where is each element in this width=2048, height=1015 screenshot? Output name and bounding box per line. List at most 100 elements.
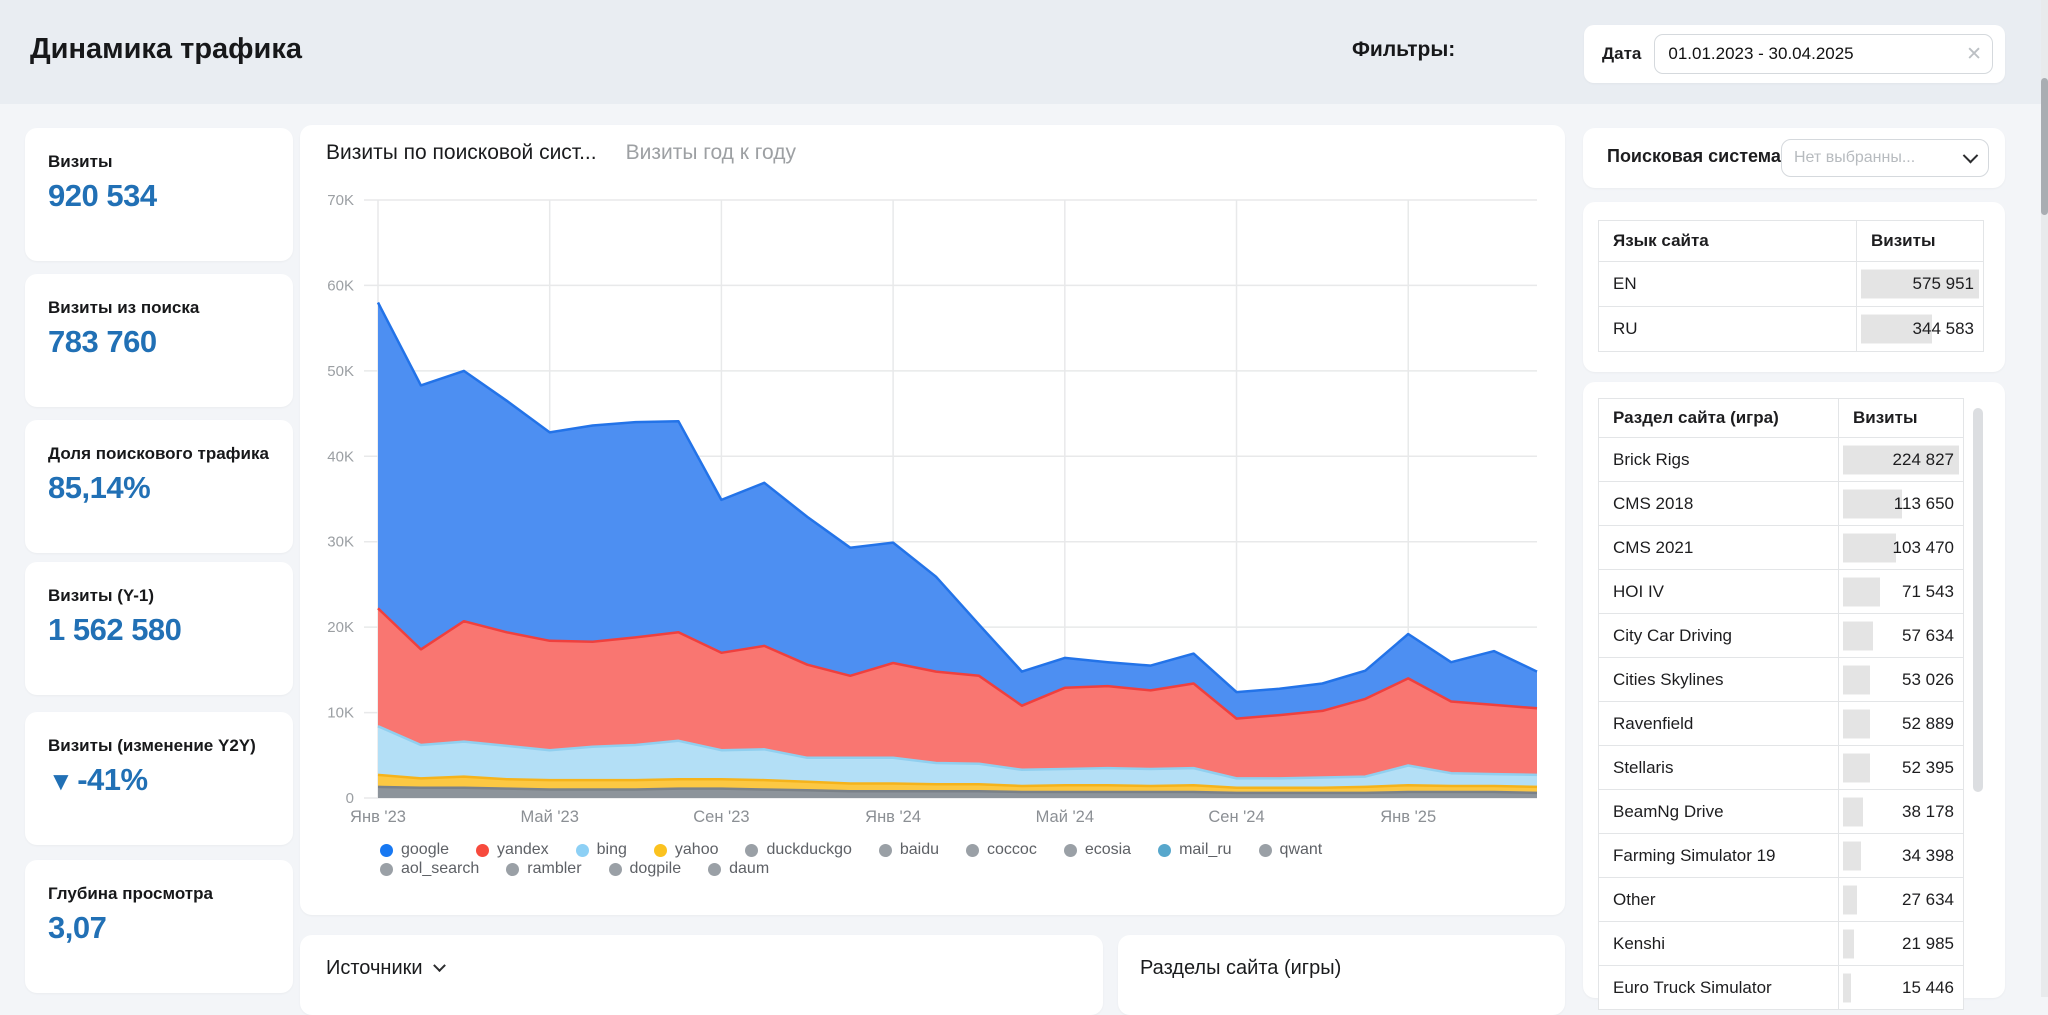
column-header[interactable]: Визиты (1857, 221, 1984, 261)
chevron-down-icon[interactable] (432, 959, 446, 973)
table-row[interactable]: EN 575 951 (1598, 262, 1984, 307)
legend-item-ecosia[interactable]: ecosia (1063, 841, 1131, 859)
row-value: 27 634 (1902, 889, 1954, 909)
games-table-scrollbar[interactable] (1973, 408, 1983, 792)
area-band-google[interactable] (378, 302, 1537, 719)
row-label: Euro Truck Simulator (1598, 966, 1839, 1009)
legend-item-mail_ru[interactable]: mail_ru (1158, 841, 1232, 859)
kpi-label: Визиты (Y-1) (48, 586, 155, 605)
stacked-area-chart[interactable]: 0 10K 20K 30K 40K 50K 60K 70K Янв '23 Май '23 Сен … (300, 170, 1555, 838)
area-line-bing (377, 725, 1538, 780)
search-engine-filter-card: Поисковая система Нет выбранны... (1583, 128, 2005, 188)
area-band-bing[interactable] (378, 726, 1537, 788)
legend-item-aol_search[interactable]: aol_search (380, 860, 479, 878)
value-bar (1861, 269, 1979, 299)
site-sections-card: Разделы сайта (игры) (1118, 935, 1565, 1015)
row-value: 57 634 (1902, 625, 1954, 645)
area-line-google (376, 301, 1538, 694)
table-row[interactable]: City Car Driving 57 634 (1598, 614, 1964, 658)
table-row[interactable]: Ravenfield 52 889 (1598, 702, 1964, 746)
search-engine-filter-label: Поисковая система (1607, 146, 1781, 166)
table-row[interactable]: Brick Rigs 224 827 (1598, 438, 1964, 482)
y-axis-label: 70K (327, 192, 354, 209)
legend-item-yahoo[interactable]: yahoo (653, 841, 719, 859)
page-scrollbar-thumb[interactable] (2041, 78, 2048, 215)
legend-item-coccoc[interactable]: coccoc (966, 841, 1037, 859)
x-axis-label: Янв '25 (1380, 808, 1436, 826)
page-scrollbar-track[interactable] (2041, 0, 2048, 997)
legend-label: google (401, 841, 450, 858)
table-row[interactable]: CMS 2021 103 470 (1598, 526, 1964, 570)
area-band-yandex[interactable] (378, 608, 1537, 779)
date-filter-card: Дата 01.01.2023 - 30.04.2025 ✕ (1584, 25, 2005, 83)
row-value-cell: 344 583 (1857, 307, 1984, 351)
table-row[interactable]: Euro Truck Simulator 15 446 (1598, 966, 1964, 1010)
legend-label: bing (596, 841, 627, 858)
row-value-cell: 57 634 (1839, 614, 1964, 657)
games-table: Раздел сайта (игра) Визиты Brick Rigs 224 8… (1598, 398, 1964, 1010)
value-bar (1843, 797, 1863, 826)
row-label: Kenshi (1598, 922, 1839, 965)
legend-item-yandex[interactable]: yandex (476, 841, 549, 859)
legend-label: daum (729, 860, 770, 877)
legend-dot-icon (1063, 843, 1077, 857)
value-bar (1843, 621, 1873, 650)
legend-item-duckduckgo[interactable]: duckduckgo (745, 841, 852, 859)
site-sections-card-title: Разделы сайта (игры) (1140, 957, 1342, 979)
kpi-card-5: Визиты (изменение Y2Y) ▼ -41% (25, 712, 293, 845)
row-value: 38 178 (1902, 801, 1954, 821)
legend-item-baidu[interactable]: baidu (878, 841, 940, 859)
tab-visits-yoy[interactable]: Визиты год к году (625, 141, 796, 164)
table-row[interactable]: HOI IV 71 543 (1598, 570, 1964, 614)
row-value: 575 951 (1912, 274, 1974, 293)
table-row[interactable]: BeamNg Drive 38 178 (1598, 790, 1964, 834)
row-value: 224 827 (1892, 449, 1954, 469)
x-axis-label: Май '24 (1036, 808, 1094, 826)
legend-item-dogpile[interactable]: dogpile (608, 860, 681, 878)
table-row[interactable]: Kenshi 21 985 (1598, 922, 1964, 966)
area-line-other (377, 785, 1538, 795)
table-row[interactable]: CMS 2018 113 650 (1598, 482, 1964, 526)
legend-dot-icon (708, 862, 722, 876)
x-axis-label: Май '23 (520, 808, 578, 826)
table-row[interactable]: Other 27 634 (1598, 878, 1964, 922)
games-table-card: Раздел сайта (игра) Визиты Brick Rigs 224 8… (1583, 382, 2005, 1010)
row-value-cell: 575 951 (1857, 262, 1984, 306)
kpi-value: ▼ -41% (48, 762, 148, 797)
legend-label: coccoc (987, 841, 1037, 858)
table-row[interactable]: Cities Skylines 53 026 (1598, 658, 1964, 702)
value-bar (1843, 577, 1880, 606)
legend-dot-icon (506, 862, 520, 876)
legend-item-daum[interactable]: daum (708, 860, 769, 878)
kpi-card-6: Глубина просмотра 3,07 (25, 860, 293, 993)
tab-visits-by-search-engine[interactable]: Визиты по поисковой сист... (326, 141, 597, 164)
table-row[interactable]: Farming Simulator 19 34 398 (1598, 834, 1964, 878)
legend-item-rambler[interactable]: rambler (506, 860, 582, 878)
clear-date-icon[interactable]: ✕ (1966, 43, 1982, 65)
legend-label: yahoo (674, 841, 719, 858)
column-header[interactable]: Язык сайта (1598, 221, 1857, 261)
row-label: EN (1598, 262, 1857, 306)
column-header[interactable]: Раздел сайта (игра) (1598, 399, 1839, 437)
date-range-input[interactable]: 01.01.2023 - 30.04.2025 ✕ (1654, 34, 1993, 74)
legend-dot-icon (476, 843, 490, 857)
legend-item-qwant[interactable]: qwant (1258, 841, 1322, 859)
kpi-value: 85,14% (48, 470, 151, 505)
row-label: Brick Rigs (1598, 438, 1839, 481)
row-value: 71 543 (1902, 581, 1954, 601)
date-filter-label: Дата (1602, 44, 1642, 63)
row-label: BeamNg Drive (1598, 790, 1839, 833)
table-row[interactable]: Stellaris 52 395 (1598, 746, 1964, 790)
kpi-label: Визиты из поиска (48, 298, 200, 317)
kpi-value: 1 562 580 (48, 612, 182, 647)
search-engine-select[interactable]: Нет выбранны... (1781, 139, 1989, 177)
table-row[interactable]: RU 344 583 (1598, 307, 1984, 352)
legend-item-bing[interactable]: bing (575, 841, 627, 859)
y-axis-label: 50K (327, 363, 354, 380)
legend-dot-icon (1158, 843, 1172, 857)
row-value-cell: 15 446 (1839, 966, 1964, 1009)
legend-item-google[interactable]: google (380, 841, 449, 859)
x-axis-label: Сен '23 (693, 808, 749, 826)
legend-label: baidu (899, 841, 940, 858)
column-header[interactable]: Визиты (1839, 399, 1964, 437)
